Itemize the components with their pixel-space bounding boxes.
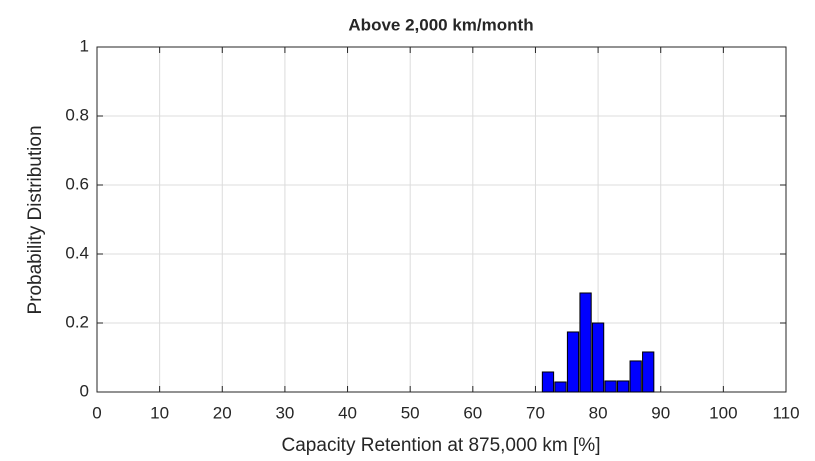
- x-tick-label: 50: [401, 403, 420, 422]
- x-tick-label: 20: [213, 403, 232, 422]
- bar: [579, 292, 592, 393]
- x-tick-label: 0: [92, 403, 101, 422]
- x-tick-label: 30: [275, 403, 294, 422]
- chart-title: Above 2,000 km/month: [348, 15, 533, 34]
- bar: [604, 380, 617, 393]
- x-tick-label: 60: [463, 403, 482, 422]
- bar: [591, 322, 605, 393]
- y-tick-label: 0.8: [65, 105, 89, 124]
- x-tick-label: 70: [526, 403, 545, 422]
- x-tick-label: 80: [589, 403, 608, 422]
- bar: [554, 381, 567, 393]
- x-tick-label: 90: [651, 403, 670, 422]
- bar: [566, 331, 580, 393]
- y-tick-label: 0.6: [65, 174, 89, 193]
- x-tick-label: 10: [150, 403, 169, 422]
- bar: [541, 371, 555, 393]
- y-tick-label: 0.2: [65, 312, 89, 331]
- y-tick-label: 0: [80, 381, 89, 400]
- x-axis-label: Capacity Retention at 875,000 km [%]: [282, 435, 601, 456]
- plot-frame: [96, 46, 787, 393]
- x-tick-label: 110: [772, 403, 799, 422]
- x-tick-label: 40: [338, 403, 357, 422]
- bar: [642, 351, 655, 393]
- x-tick-label: 100: [709, 403, 737, 422]
- bar: [629, 360, 642, 393]
- y-tick-label: 1: [80, 36, 89, 55]
- bar: [617, 380, 630, 393]
- y-axis-label: Probability Distribution: [25, 125, 46, 314]
- y-tick-label: 0.4: [65, 243, 89, 262]
